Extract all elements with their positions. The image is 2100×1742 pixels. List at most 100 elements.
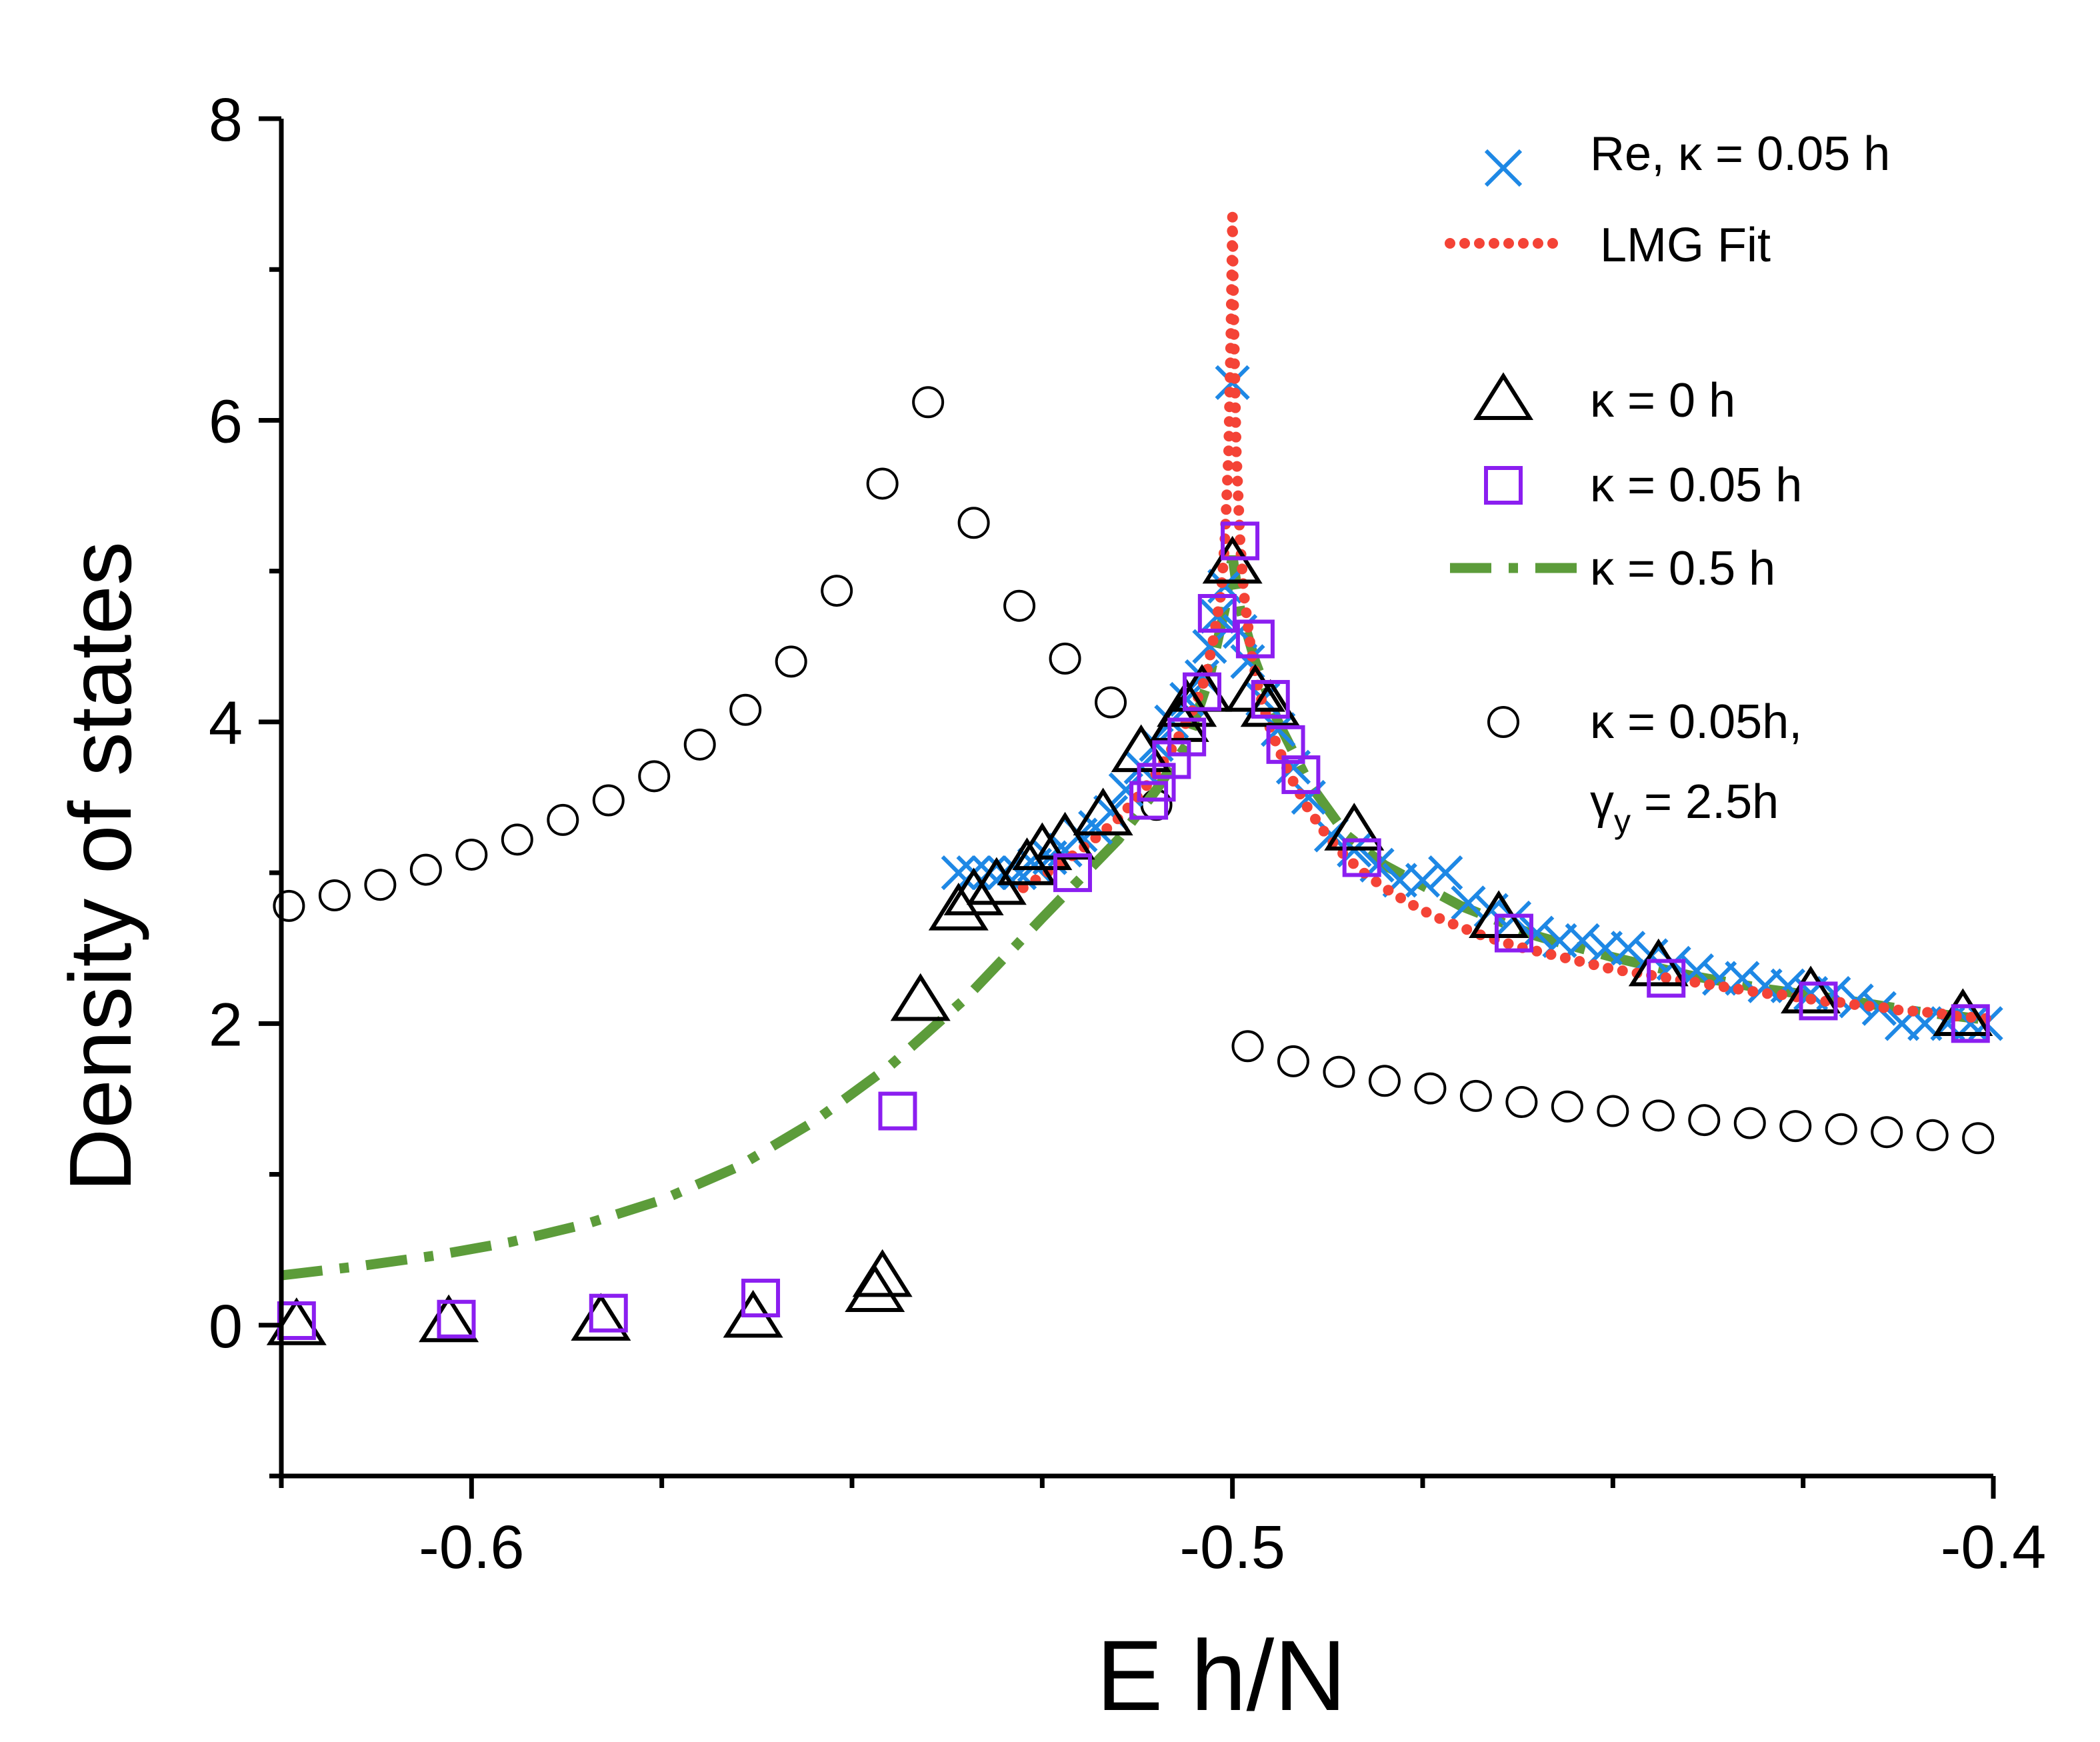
circle-point bbox=[1414, 1072, 1447, 1105]
cross-stroke bbox=[1108, 772, 1144, 807]
cross-stroke bbox=[1451, 885, 1486, 921]
x-tick-label: -0.5 bbox=[1179, 1513, 1285, 1581]
legend-entry-k05: κ = 0.5 h bbox=[1450, 542, 1775, 595]
cross-stroke bbox=[1428, 855, 1463, 891]
triangle-point bbox=[928, 883, 989, 931]
circle-point bbox=[1368, 1065, 1401, 1097]
circle-point bbox=[1551, 1090, 1583, 1123]
circle-point bbox=[1779, 1110, 1812, 1143]
axes-layer: 0 2 4 6 8 -0.6 -0.5 -0.4 bbox=[209, 86, 2046, 1581]
legend-label: κ = 0.05 h bbox=[1590, 459, 1802, 512]
cross-stroke bbox=[1123, 749, 1159, 785]
cross-stroke bbox=[1565, 923, 1600, 959]
square-point bbox=[1183, 672, 1222, 711]
triangle-point bbox=[1157, 679, 1217, 727]
circle-point bbox=[1642, 1099, 1675, 1132]
series-lmg bbox=[1017, 216, 1999, 1025]
legend-entry-k0: κ = 0 h bbox=[1473, 372, 1735, 427]
x-axis-title: E h/N bbox=[1096, 1619, 1346, 1731]
cross-stroke bbox=[1484, 149, 1523, 187]
triangle-point bbox=[1933, 988, 1993, 1037]
square-point bbox=[1053, 853, 1092, 893]
square-point bbox=[437, 1299, 476, 1339]
series-k005 bbox=[277, 521, 1990, 1340]
cross-point bbox=[1565, 923, 1600, 959]
cross-stroke bbox=[1093, 795, 1129, 830]
circle-point bbox=[1688, 1104, 1721, 1137]
series-k0 bbox=[266, 535, 1993, 1345]
series-layer bbox=[266, 216, 2003, 1345]
legend-entry-re: Re, κ = 0.05 h bbox=[1484, 127, 1890, 187]
square-point bbox=[1799, 981, 1838, 1021]
cross-point bbox=[1123, 749, 1159, 785]
circle-point bbox=[501, 823, 533, 856]
legend-cross-icon bbox=[1484, 149, 1523, 187]
triangle-point bbox=[1073, 787, 1133, 836]
square-point bbox=[1137, 763, 1176, 802]
cross-point bbox=[1192, 629, 1227, 664]
square-point bbox=[1281, 755, 1321, 795]
legend-entry-gamma: κ = 0.05h, γy = 2.5h bbox=[1487, 695, 1802, 840]
circle-point bbox=[638, 760, 671, 793]
circle-point bbox=[1459, 1079, 1492, 1112]
cross-stroke bbox=[1725, 961, 1760, 996]
legend-label: κ = 0.05h, bbox=[1590, 695, 1802, 749]
triangle-point bbox=[1240, 679, 1301, 727]
y-tick-label: 2 bbox=[209, 991, 243, 1059]
legend-circle-icon bbox=[1487, 706, 1519, 738]
legend-label: κ = 0 h bbox=[1590, 374, 1735, 427]
circle-point bbox=[683, 728, 716, 761]
triangle-point bbox=[571, 1293, 631, 1341]
triangle-point bbox=[1035, 811, 1095, 860]
legend-entry-lmg: LMG Fit bbox=[1445, 219, 1771, 272]
cross-point bbox=[1519, 915, 1555, 951]
cross-point bbox=[1451, 885, 1486, 921]
triangle-point bbox=[890, 973, 951, 1021]
circle-point bbox=[957, 507, 990, 539]
circle-point bbox=[729, 693, 762, 726]
y-axis-title: Density of states bbox=[51, 541, 149, 1192]
series-gamma bbox=[273, 386, 1995, 1155]
square-point bbox=[1494, 913, 1533, 953]
circle-point bbox=[1825, 1113, 1857, 1145]
legend-square-icon bbox=[1484, 466, 1523, 505]
legend-entry-k005: κ = 0.05 h bbox=[1484, 459, 1802, 512]
circle-point bbox=[866, 467, 899, 500]
legend-label-line2: γy = 2.5h bbox=[1590, 775, 1779, 840]
circle-point bbox=[1916, 1119, 1949, 1151]
square-point bbox=[1342, 838, 1381, 877]
cross-stroke bbox=[1679, 953, 1715, 989]
square-point bbox=[1251, 679, 1290, 719]
circle-point bbox=[455, 838, 488, 871]
legend-label: Re, κ = 0.05 h bbox=[1590, 127, 1890, 181]
circle-point bbox=[775, 645, 807, 678]
cross-stroke bbox=[1611, 931, 1646, 966]
circle-point bbox=[1505, 1085, 1538, 1118]
square-point bbox=[1167, 717, 1207, 757]
circle-point bbox=[912, 386, 945, 419]
circle-point bbox=[1323, 1055, 1355, 1088]
triangle-point bbox=[1628, 938, 1689, 987]
cross-stroke bbox=[1139, 727, 1174, 762]
square-point bbox=[878, 1091, 917, 1131]
circle-point bbox=[1871, 1116, 1903, 1149]
cross-stroke bbox=[1230, 644, 1265, 679]
legend-gamma-value: = 2.5h bbox=[1631, 775, 1779, 829]
k05-line bbox=[281, 555, 1994, 1281]
y-tick-label: 6 bbox=[209, 387, 243, 455]
circle-point bbox=[1733, 1107, 1766, 1139]
triangle-point bbox=[1781, 965, 1841, 1014]
square-point bbox=[741, 1279, 781, 1318]
circle-point bbox=[409, 853, 442, 886]
triangle-point bbox=[997, 837, 1057, 885]
triangle-point bbox=[943, 867, 1004, 916]
square-point bbox=[1951, 1004, 1990, 1043]
x-tick-label: -0.6 bbox=[419, 1513, 525, 1581]
square-point bbox=[1235, 619, 1275, 659]
y-tick-label: 4 bbox=[209, 689, 243, 757]
circle-point bbox=[1095, 686, 1127, 719]
circle-point bbox=[1049, 642, 1081, 675]
series-k05 bbox=[281, 555, 1994, 1281]
square-point bbox=[1152, 740, 1191, 779]
